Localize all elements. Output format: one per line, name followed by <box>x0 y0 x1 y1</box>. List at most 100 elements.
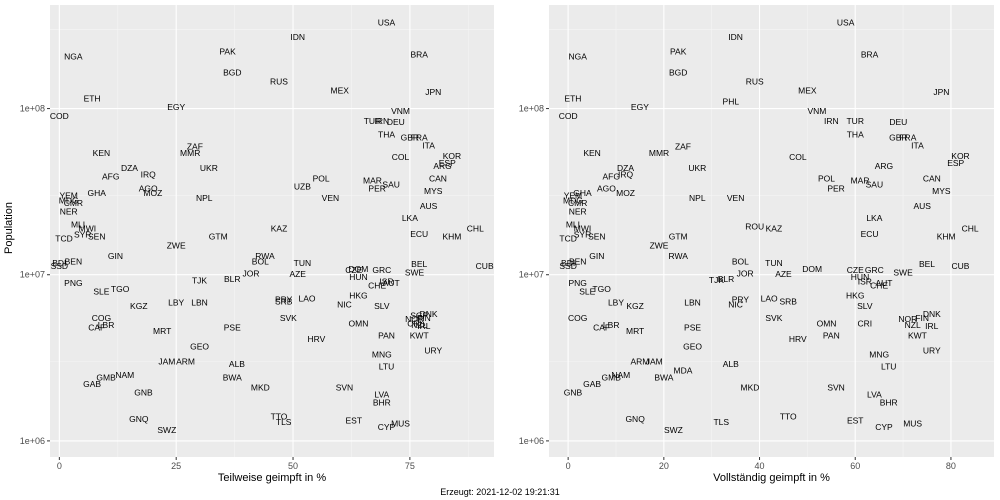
country-label-cmr: CMR <box>64 198 83 208</box>
country-label-bwa: BWA <box>223 373 242 383</box>
country-label-sau: SAU <box>382 179 399 189</box>
country-label-geo: GEO <box>683 341 702 351</box>
panel-teilweise-geimpft: 0 25 50 75 1e+06 1e+07 1e+08 Teilweise geimpft … <box>20 5 494 484</box>
country-label-irl: IRL <box>417 321 431 331</box>
country-label-mus: MUS <box>391 419 410 429</box>
country-label-nam: NAM <box>115 370 134 380</box>
country-label-bel: BEL <box>919 259 935 269</box>
country-label-gbr: GBR <box>401 132 419 142</box>
country-label-bel: BEL <box>411 259 427 269</box>
country-label-cub: CUB <box>952 261 970 271</box>
country-label-gnb: GNB <box>564 388 583 398</box>
country-label-ita: ITA <box>911 140 924 150</box>
country-label-cog: COG <box>92 313 111 323</box>
country-label-vnm: VNM <box>808 106 827 116</box>
country-label-ken: KEN <box>93 148 110 158</box>
country-label-gnq: GNQ <box>129 414 149 424</box>
country-label-hrv: HRV <box>308 334 326 344</box>
x-axis-title: Vollständig geimpft in % <box>713 472 830 484</box>
country-label-npl: NPL <box>689 193 706 203</box>
country-label-bwa: BWA <box>654 373 673 383</box>
country-label-can: CAN <box>429 173 447 183</box>
country-label-ago: AGO <box>139 184 158 194</box>
country-label-kwt: KWT <box>908 331 927 341</box>
country-label-omn: OMN <box>817 318 837 328</box>
country-label-usa: USA <box>837 17 855 27</box>
y-tick-label: 1e+08 <box>20 104 45 114</box>
country-label-zwe: ZWE <box>650 240 669 250</box>
country-label-grc: GRC <box>865 265 884 275</box>
country-label-tls: TLS <box>713 417 729 427</box>
country-label-moz: MOZ <box>143 188 162 198</box>
country-label-svn: SVN <box>336 382 353 392</box>
country-label-fin: FIN <box>417 313 431 323</box>
country-label-lva: LVA <box>867 390 882 400</box>
country-label-dza: DZA <box>617 163 634 173</box>
country-label-khm: KHM <box>937 231 956 241</box>
country-label-blr: BLR <box>224 274 241 284</box>
country-label-esp: ESP <box>439 158 456 168</box>
country-label-hkg: HKG <box>846 290 864 300</box>
country-label-ben: BEN <box>569 257 586 267</box>
country-label-ven: VEN <box>322 193 339 203</box>
country-label-mys: MYS <box>932 186 951 196</box>
country-label-can: CAN <box>923 173 941 183</box>
country-label-pse: PSE <box>224 323 241 333</box>
country-label-kwt: KWT <box>410 331 429 341</box>
country-label-jor: JOR <box>242 268 259 278</box>
country-label-khm: KHM <box>442 231 461 241</box>
country-label-mng: MNG <box>372 350 392 360</box>
country-label-mdg: MDG <box>563 195 583 205</box>
country-label-slv: SLV <box>857 301 873 311</box>
country-label-mmr: MMR <box>649 148 669 158</box>
country-label-ecu: ECU <box>861 229 879 239</box>
country-label-idn: IDN <box>728 32 743 42</box>
country-label-mys: MYS <box>424 186 443 196</box>
country-label-gnb: GNB <box>134 388 153 398</box>
panel-vollstaendig-geimpft: 0 20 40 60 80 1e+06 1e+07 1e+08 Vollständig geim… <box>519 5 994 484</box>
country-label-nic: NIC <box>728 300 743 310</box>
country-label-yem: YEM <box>59 190 77 200</box>
country-label-sgp: SGP <box>410 310 428 320</box>
country-label-nam: NAM <box>611 370 630 380</box>
country-label-gtm: GTM <box>669 231 688 241</box>
country-label-tgo: TGO <box>592 284 611 294</box>
country-label-nzl: NZL <box>411 320 427 330</box>
country-label-tjk: TJK <box>192 276 207 286</box>
country-label-ita: ITA <box>422 140 435 150</box>
country-label-mkd: MKD <box>251 382 270 392</box>
country-label-cze: CZE <box>345 265 362 275</box>
x-tick-label: 0 <box>566 461 571 471</box>
country-label-srb: SRB <box>275 297 293 307</box>
country-label-svn: SVN <box>827 382 844 392</box>
country-label-arm: ARM <box>630 357 649 367</box>
country-label-arg: ARG <box>433 161 451 171</box>
country-label-tto: TTO <box>780 412 797 422</box>
country-label-cub: CUB <box>476 261 494 271</box>
country-label-eth: ETH <box>564 93 581 103</box>
country-label-zwe: ZWE <box>167 240 186 250</box>
country-label-ecu: ECU <box>410 229 428 239</box>
country-label-ago: AGO <box>597 184 616 194</box>
country-label-sen: SEN <box>88 231 105 241</box>
country-label-mar: MAR <box>363 175 382 185</box>
country-label-sen: SEN <box>588 231 605 241</box>
country-label-nor: NOR <box>898 314 917 324</box>
country-label-ury: URY <box>923 345 941 355</box>
country-label-idn: IDN <box>290 32 305 42</box>
country-label-gnq: GNQ <box>625 414 645 424</box>
country-label-syr: SYR <box>574 229 591 239</box>
country-label-pse: PSE <box>684 323 701 333</box>
country-label-lao: LAO <box>299 293 316 303</box>
country-label-mda: MDA <box>674 366 693 376</box>
country-label-bhr: BHR <box>880 398 898 408</box>
country-label-col: COL <box>789 152 807 162</box>
country-label-grc: GRC <box>372 265 391 275</box>
country-label-chl: CHL <box>962 223 979 233</box>
country-label-sle: SLE <box>579 287 595 297</box>
x-tick-label: 50 <box>288 461 298 471</box>
country-label-nga: NGA <box>64 51 83 61</box>
y-tick-label: 1e+06 <box>519 436 544 446</box>
country-label-irn: IRN <box>824 116 839 126</box>
country-label-isr: ISR <box>379 277 393 287</box>
